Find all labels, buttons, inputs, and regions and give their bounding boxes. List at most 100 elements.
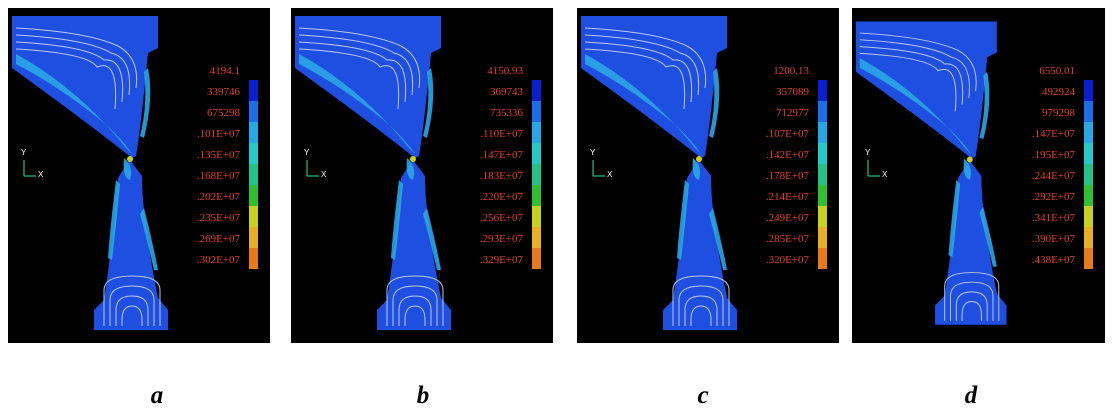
high-stress-band: [859, 58, 972, 155]
flow-line: [298, 27, 421, 89]
high-stress-band: [140, 208, 158, 270]
high-stress-band: [108, 180, 120, 260]
legend-swatch: [532, 185, 541, 206]
flow-line: [15, 48, 117, 110]
flow-line: [115, 295, 149, 326]
legend-swatch: [818, 185, 827, 206]
stress-contour-plot: [12, 16, 168, 330]
legend-swatch: [532, 80, 541, 101]
legend-value: .256E+07: [479, 212, 523, 224]
stress-legend: 4150.93 369743 735336 .110E+07 .147E+07 .183E…: [433, 66, 553, 286]
axis-x-label: X: [882, 170, 888, 179]
flow-line: [298, 48, 400, 110]
flow-line: [678, 285, 724, 326]
high-stress-band: [585, 54, 701, 154]
legend-swatch: [532, 122, 541, 143]
legend-value: .168E+07: [196, 170, 240, 182]
legend-value: .110E+07: [480, 128, 523, 140]
legend-swatch: [1084, 248, 1093, 269]
legend-swatch: [249, 248, 258, 269]
legend-value: .285E+07: [765, 233, 809, 245]
high-stress-band: [709, 208, 727, 270]
legend-value: .269E+07: [196, 233, 240, 245]
high-stress-band: [979, 71, 990, 140]
legend-value: .195E+07: [1031, 149, 1075, 161]
legend-value: .390E+07: [1031, 233, 1075, 245]
panel-caption: d: [964, 382, 978, 409]
flow-line: [584, 34, 700, 96]
legend-value: .135E+07: [196, 149, 240, 161]
high-stress-band: [140, 68, 151, 138]
contact-hotspot: [966, 156, 973, 163]
axis-x-label: X: [38, 170, 44, 179]
flow-line: [15, 41, 124, 103]
stress-legend: 1200.13 357089 712977 .107E+07 .142E+07 .178E…: [719, 66, 839, 286]
high-stress-band: [423, 208, 441, 270]
legend-swatch: [818, 80, 827, 101]
legend-value: 6550.01: [1039, 65, 1075, 77]
legend-value: .202E+07: [196, 191, 240, 203]
contour-panel-b: Y X 4150.93 369743 735336 .110E+07 .147E+07 .18…: [291, 8, 553, 343]
flow-line: [859, 52, 957, 112]
flow-line: [859, 32, 977, 92]
flow-line: [15, 34, 131, 96]
legend-value: .147E+07: [479, 149, 523, 161]
high-stress-band: [979, 206, 997, 267]
lower-die-region: [663, 160, 737, 330]
flow-line: [859, 39, 970, 98]
legend-value: .220E+07: [479, 191, 523, 203]
high-stress-band: [677, 180, 689, 260]
high-stress-band: [692, 158, 701, 180]
axis-y-label: Y: [865, 148, 871, 157]
panel-caption: b: [416, 382, 430, 409]
legend-value: .101E+07: [196, 128, 240, 140]
stress-legend: 4194.1 339746 675298 .101E+07 .135E+07 .168E+…: [150, 66, 270, 286]
contour-panel-a: Y X 4194.1 339746 675298 .101E+07 .135E+07 .168…: [8, 8, 270, 343]
legend-value: 979298: [1042, 107, 1075, 119]
contact-hotspot: [127, 156, 133, 162]
axis-x-label: X: [321, 170, 327, 179]
legend-swatch: [1084, 206, 1093, 227]
flow-line: [584, 48, 686, 110]
legend-value: 492924: [1042, 86, 1075, 98]
legend-swatch: [1084, 185, 1093, 206]
flow-line: [672, 275, 730, 326]
high-stress-band: [709, 68, 720, 138]
legend-swatch: [249, 80, 258, 101]
legend-swatch: [249, 185, 258, 206]
legend-value: 1200.13: [773, 65, 809, 77]
legend-swatch: [249, 206, 258, 227]
legend-swatch: [532, 143, 541, 164]
flow-line: [121, 305, 143, 326]
high-stress-band: [391, 180, 403, 260]
high-stress-band: [123, 158, 132, 180]
legend-value: .320E+07: [765, 254, 809, 266]
legend-value: .235E+07: [196, 212, 240, 224]
legend-value: .249E+07: [765, 212, 809, 224]
legend-swatch: [818, 122, 827, 143]
flow-line: [584, 27, 707, 89]
legend-value: .293E+07: [479, 233, 523, 245]
high-stress-band: [948, 179, 961, 258]
legend-value: .292E+07: [1031, 191, 1075, 203]
flow-line: [859, 46, 964, 105]
flow-line: [684, 295, 718, 326]
legend-value: .329E+07: [479, 254, 523, 266]
legend-swatch: [249, 227, 258, 248]
legend-value: 675298: [207, 107, 240, 119]
legend-swatch: [818, 101, 827, 122]
panel-caption: c: [697, 382, 709, 409]
legend-swatch: [818, 164, 827, 185]
axis-y-label: Y: [304, 148, 310, 157]
legend-swatch: [532, 206, 541, 227]
stress-legend: 6550.01 492924 979298 .147E+07 .195E+07 .244E…: [985, 66, 1105, 286]
flow-line: [103, 275, 161, 326]
flow-line: [298, 41, 407, 103]
flow-line: [950, 281, 994, 321]
legend-swatch: [249, 143, 258, 164]
legend-swatch: [1084, 122, 1093, 143]
legend-swatch: [532, 227, 541, 248]
legend-value: .147E+07: [1031, 128, 1075, 140]
contact-hotspot: [696, 156, 702, 162]
legend-value: 4150.93: [487, 65, 523, 77]
